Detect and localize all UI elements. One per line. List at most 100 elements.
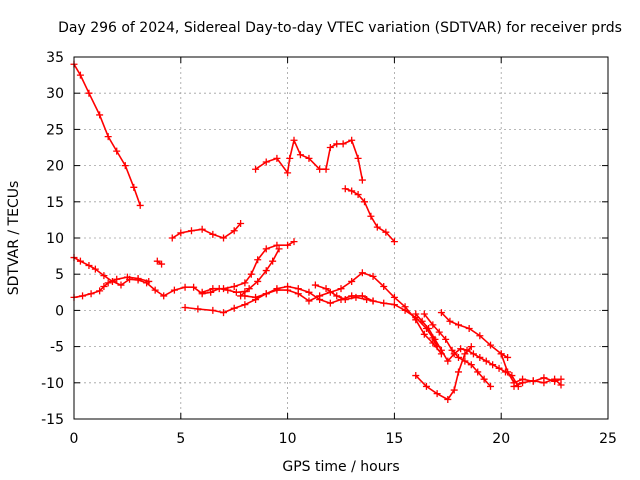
data-point-marker — [348, 136, 356, 144]
data-point-marker — [437, 309, 445, 317]
y-tick-label: 15 — [46, 195, 64, 211]
data-point-marker — [316, 296, 324, 304]
data-point-marker — [420, 330, 428, 338]
series-arc-10 — [341, 185, 398, 246]
data-point-marker — [380, 283, 388, 291]
data-point-marker — [474, 368, 482, 376]
data-point-marker — [326, 144, 334, 151]
data-point-marker — [104, 133, 112, 141]
data-point-marker — [252, 165, 260, 173]
data-point-marker — [333, 140, 341, 148]
data-point-marker — [348, 187, 356, 195]
data-point-marker — [273, 154, 281, 162]
data-point-marker — [348, 277, 356, 285]
y-tick-label: 5 — [55, 267, 64, 283]
y-axis-label: SDTVAR / TECUs — [6, 181, 22, 296]
data-point-marker — [412, 372, 420, 380]
data-point-marker — [326, 299, 334, 307]
data-point-marker — [454, 368, 462, 376]
data-point-marker — [262, 290, 270, 298]
data-point-marker — [286, 154, 294, 162]
data-point-marker — [373, 223, 381, 231]
data-point-marker — [540, 379, 548, 387]
y-tick-label: 35 — [46, 50, 64, 66]
y-tick-label: 10 — [46, 231, 64, 247]
x-tick-labels: 0 5 10 15 20 25 — [70, 431, 617, 447]
data-point-marker — [435, 328, 443, 336]
data-point-marker — [504, 368, 512, 376]
data-point-marker — [322, 165, 330, 173]
data-point-marker — [333, 292, 341, 300]
data-point-marker — [273, 285, 281, 293]
data-point-marker — [194, 305, 202, 313]
data-point-marker — [382, 228, 390, 236]
plot-frame — [73, 56, 609, 420]
data-point-marker — [273, 241, 281, 249]
x-tick-label: 20 — [492, 431, 510, 447]
data-point-marker — [100, 272, 108, 280]
data-point-marker — [418, 317, 426, 325]
data-point-marker — [497, 350, 505, 358]
y-tick-label: 25 — [46, 122, 64, 138]
y-tick-label: -15 — [41, 412, 64, 428]
data-point-marker — [145, 277, 153, 285]
data-point-marker — [380, 299, 388, 307]
data-point-marker — [123, 273, 131, 281]
data-point-marker — [241, 301, 249, 309]
data-point-marker — [136, 201, 144, 209]
y-tick-label: 20 — [46, 159, 64, 175]
x-tick-label: 5 — [176, 431, 185, 447]
data-point-marker — [431, 335, 439, 343]
data-point-marker — [433, 390, 441, 398]
data-point-marker — [495, 364, 503, 372]
data-point-marker — [85, 262, 93, 270]
data-point-marker — [220, 234, 228, 242]
data-point-marker — [390, 301, 398, 309]
data-point-marker — [247, 270, 255, 278]
data-point-marker — [190, 283, 198, 291]
data-point-marker — [168, 234, 176, 242]
data-point-marker — [134, 275, 142, 283]
data-point-marker — [467, 361, 475, 369]
data-point-marker — [254, 256, 262, 264]
series-arc-12 — [311, 281, 377, 305]
data-point-marker — [230, 304, 238, 312]
data-point-marker — [284, 241, 292, 249]
data-point-marker — [444, 395, 452, 403]
data-point-marker — [465, 325, 473, 332]
data-point-marker — [557, 381, 565, 389]
data-point-marker — [480, 375, 488, 383]
data-point-marker — [209, 230, 217, 238]
data-point-marker — [369, 272, 377, 280]
data-point-marker — [241, 292, 249, 300]
data-point-marker — [294, 285, 302, 293]
data-point-marker — [422, 382, 430, 390]
data-point-marker — [390, 293, 398, 301]
data-point-marker — [450, 386, 458, 394]
data-point-marker — [529, 377, 537, 385]
data-point-marker — [209, 285, 217, 293]
data-point-marker — [305, 154, 313, 162]
data-point-marker — [254, 277, 262, 285]
data-point-marker — [237, 220, 245, 228]
data-point-marker — [220, 285, 228, 293]
data-point-marker — [245, 285, 253, 293]
x-tick-label: 15 — [385, 431, 403, 447]
data-point-marker — [360, 198, 368, 206]
data-point-marker — [444, 357, 452, 365]
data-point-marker — [269, 257, 277, 265]
data-point-marker — [96, 111, 104, 119]
data-point-marker — [311, 281, 319, 289]
data-point-marker — [262, 267, 270, 275]
data-point-marker — [117, 281, 125, 289]
data-point-marker — [241, 279, 249, 287]
series-arc-2 — [70, 254, 249, 300]
data-point-marker — [322, 285, 330, 293]
data-point-marker — [305, 288, 313, 296]
series-trace — [414, 345, 473, 401]
data-point-marker — [519, 379, 527, 387]
data-point-marker — [510, 382, 518, 390]
data-point-marker — [230, 283, 238, 291]
data-point-marker — [454, 353, 462, 361]
